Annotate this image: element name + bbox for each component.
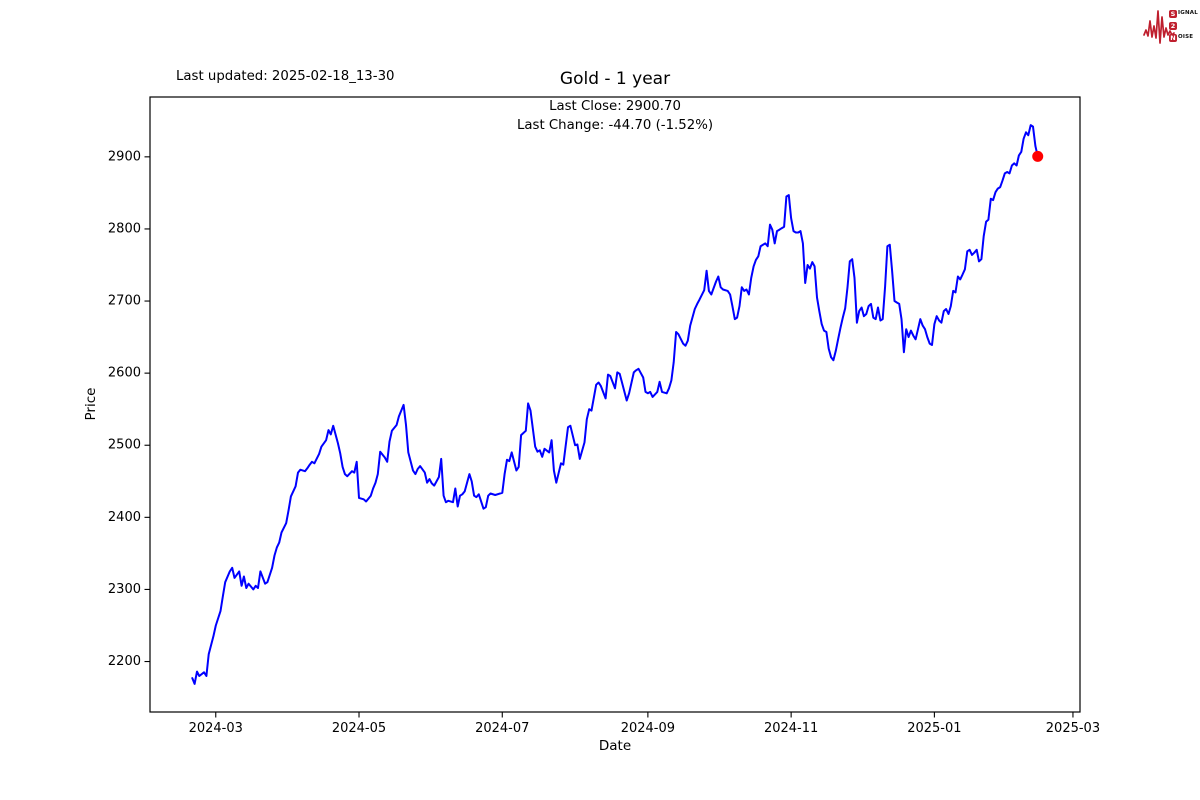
y-tick-label: 2700 [108, 294, 141, 309]
y-axis-label: Price [83, 387, 99, 421]
logo-text-oise: OISE [1178, 34, 1194, 41]
waveform-icon [1143, 10, 1175, 44]
x-tick-label: 2024-05 [332, 721, 386, 736]
chart-title: Gold - 1 year [559, 69, 671, 89]
x-tick-label: 2024-07 [475, 721, 529, 736]
last-close-line: Last Close: 2900.70 [549, 99, 681, 114]
logo-text-ignal: IGNAL [1178, 10, 1198, 17]
y-tick-label: 2400 [108, 510, 141, 525]
logo-row-noise: N OISE [1169, 34, 1198, 43]
x-tick-label: 2025-01 [907, 721, 961, 736]
x-tick-label: 2024-03 [189, 721, 243, 736]
gold-price-line [191, 124, 1039, 685]
last-close-annotation: Last Close: 2900.70 Last Change: -44.70 … [150, 98, 1080, 135]
y-tick-label: 2800 [108, 221, 141, 236]
x-tick-label: 2024-11 [764, 721, 818, 736]
x-tick-label: 2025-03 [1046, 721, 1100, 736]
logo-badge-n: N [1169, 33, 1177, 42]
y-tick-label: 2900 [108, 149, 141, 164]
y-tick-label: 2300 [108, 582, 141, 597]
signal2noise-logo: S IGNAL 2 N OISE [1143, 4, 1198, 48]
logo-badge-s: S [1169, 9, 1177, 18]
x-axis-label: Date [598, 738, 632, 754]
y-tick-label: 2200 [108, 654, 141, 669]
logo-row-signal: S IGNAL [1169, 10, 1198, 19]
y-tick-label: 2500 [108, 438, 141, 453]
axes-frame [149, 96, 1081, 713]
last-change-line: Last Change: -44.70 (-1.52%) [516, 117, 714, 133]
logo-row-2: 2 [1169, 22, 1198, 31]
logo-badge-2: 2 [1169, 21, 1177, 30]
last-close-marker [1032, 150, 1044, 162]
y-tick-label: 2600 [108, 366, 141, 381]
last-updated-text: Last updated: 2025-02-18_13-30 [176, 69, 395, 84]
x-tick-label: 2024-09 [621, 721, 675, 736]
